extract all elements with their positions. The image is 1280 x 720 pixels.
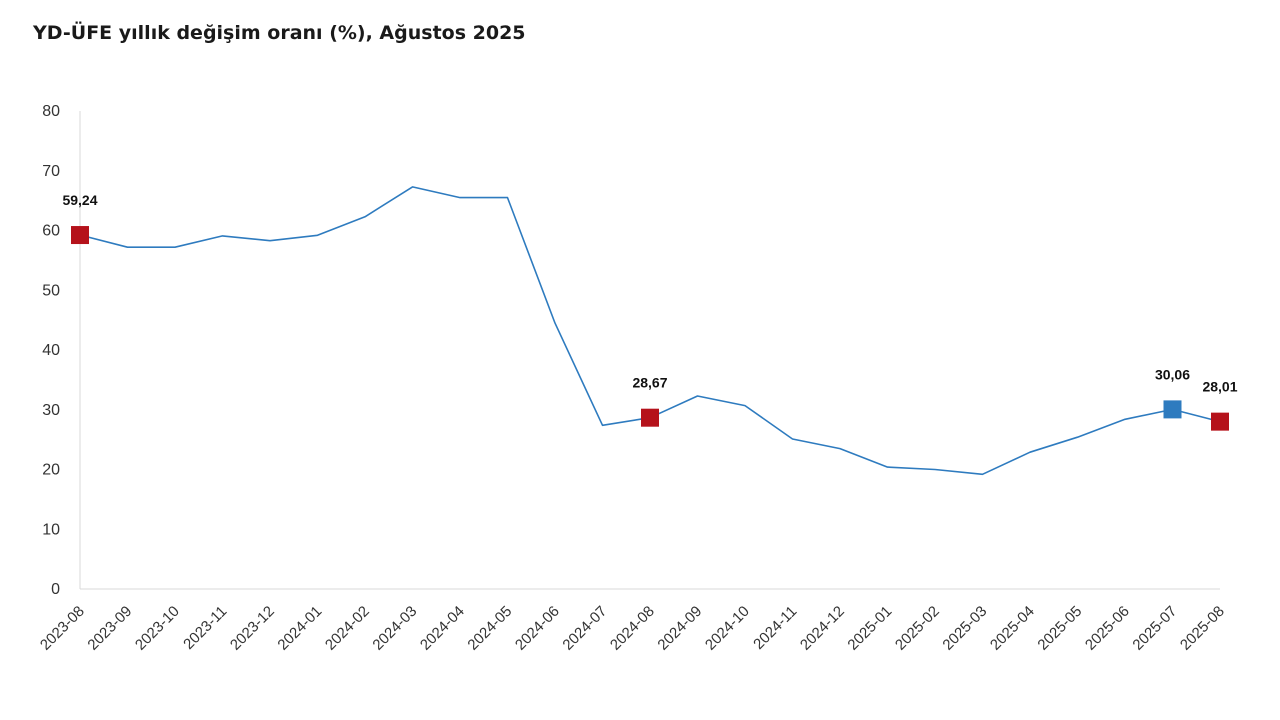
y-tick-label: 40 [42, 342, 60, 359]
y-tick-labels: 0 10 20 30 40 50 60 70 80 [42, 103, 60, 598]
x-tick-label: 2023-12 [227, 603, 278, 654]
y-tick-label: 20 [42, 462, 60, 479]
x-tick-label: 2024-05 [464, 603, 515, 654]
x-tick-label: 2024-10 [702, 603, 753, 654]
y-tick-label: 80 [42, 103, 60, 120]
x-tick-label: 2024-04 [417, 603, 468, 654]
x-tick-label: 2024-06 [512, 603, 563, 654]
data-point-marker [641, 408, 659, 427]
x-tick-label: 2024-12 [797, 603, 848, 654]
highlight-markers [71, 226, 1229, 431]
x-tick-label: 2024-01 [274, 603, 325, 654]
y-tick-label: 50 [42, 282, 60, 299]
x-tick-label: 2024-02 [322, 603, 373, 654]
x-tick-label: 2025-02 [892, 603, 943, 654]
x-tick-label: 2024-07 [559, 603, 610, 654]
y-tick-label: 60 [42, 223, 60, 240]
chart-title: YD-ÜFE yıllık değişim oranı (%), Ağustos… [33, 22, 526, 44]
data-label: 30,06 [1155, 366, 1190, 382]
x-tick-label: 2025-03 [939, 603, 990, 654]
series-lines [79, 186, 1221, 476]
data-point-marker [1211, 412, 1229, 431]
data-label: 28,01 [1202, 379, 1237, 395]
x-tick-label: 2024-11 [750, 603, 800, 653]
x-tick-label: 2024-03 [369, 603, 420, 654]
x-tick-labels: 2023-082023-092023-102023-112023-122024-… [37, 603, 1228, 654]
series-line [79, 186, 1221, 476]
data-point-marker [1163, 400, 1182, 419]
x-tick-label: 2025-08 [1177, 603, 1228, 654]
data-label: 28,67 [632, 375, 667, 391]
y-tick-label: 10 [42, 521, 60, 538]
x-tick-label: 2023-11 [180, 603, 230, 653]
data-point-marker [71, 226, 89, 245]
x-tick-label: 2025-04 [987, 603, 1038, 654]
x-tick-label: 2024-08 [607, 603, 658, 654]
y-tick-label: 30 [42, 402, 60, 419]
data-labels: 59,24 28,67 30,06 28,01 [62, 192, 1237, 395]
x-tick-label: 2025-05 [1034, 603, 1085, 654]
x-tick-label: 2024-09 [654, 603, 705, 654]
axes [79, 111, 1220, 590]
x-tick-label: 2023-09 [84, 603, 135, 654]
x-tick-label: 2025-06 [1082, 603, 1133, 654]
y-tick-label: 70 [42, 163, 60, 180]
y-tick-label: 0 [51, 581, 60, 598]
x-tick-label: 2023-08 [37, 603, 88, 654]
data-label: 59,24 [62, 192, 97, 208]
x-tick-label: 2025-07 [1129, 603, 1180, 654]
x-tick-label: 2025-01 [844, 603, 895, 654]
x-tick-label: 2023-10 [132, 603, 183, 654]
